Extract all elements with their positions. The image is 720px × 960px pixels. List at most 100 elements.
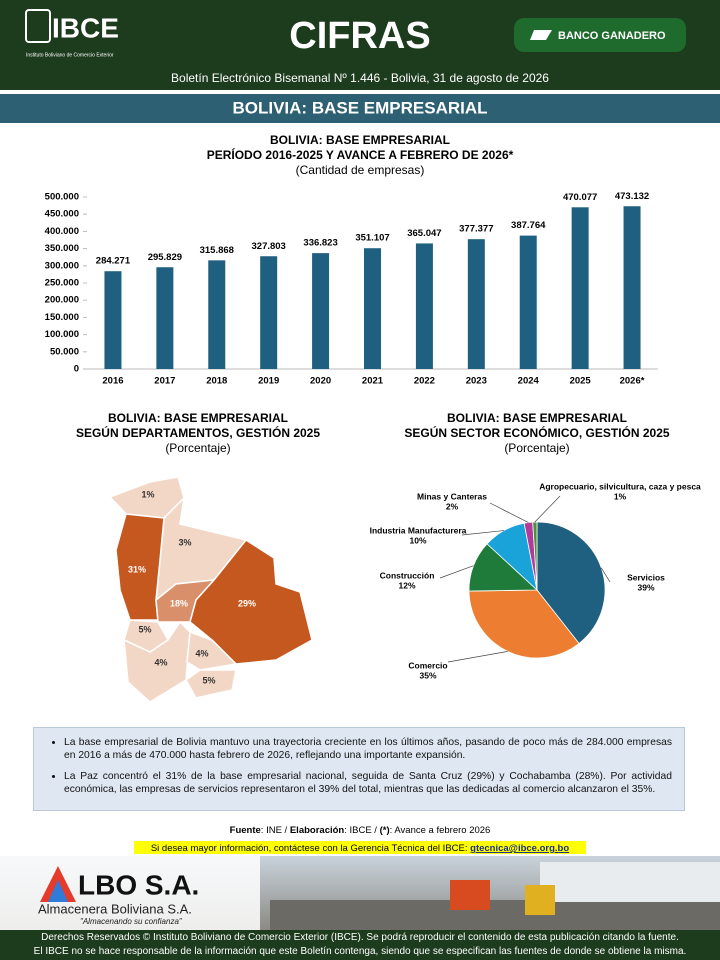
- x-tick-label: 2016: [102, 376, 123, 387]
- bar: [104, 271, 122, 369]
- y-tick-label: 0: [74, 364, 79, 375]
- slice-name: Agropecuario, silvicultura, caza y pesca: [539, 481, 701, 491]
- ad-ground: [270, 900, 720, 930]
- region: [185, 669, 237, 699]
- contact-bg: [134, 841, 586, 854]
- slice-label: 12%: [398, 580, 415, 590]
- sponsor-bg: [514, 18, 686, 52]
- notes-box: La base empresarial de Bolivia mantuvo u…: [33, 727, 685, 811]
- footer: Derechos Reservados © Instituto Bolivian…: [0, 930, 720, 960]
- value-label: 351.107: [355, 233, 389, 244]
- leader-line: [534, 495, 561, 523]
- region-label: 5%: [138, 624, 151, 634]
- x-tick-label: 2019: [258, 376, 279, 387]
- x-tick-label: 2026*: [620, 376, 645, 387]
- slice-label: 39%: [637, 582, 654, 592]
- ad-slogan: "Almacenando su confianza": [80, 917, 183, 926]
- bar: [312, 253, 330, 369]
- slice-name: Servicios: [627, 572, 665, 582]
- y-tick-label: 300.000: [45, 260, 79, 271]
- ad-panel: [0, 856, 260, 930]
- slice-name: Comercio: [408, 660, 447, 670]
- value-label: 470.077: [563, 192, 597, 203]
- value-label: 377.377: [459, 224, 493, 235]
- x-tick-label: 2021: [362, 376, 384, 387]
- x-tick-label: 2017: [154, 376, 175, 387]
- y-tick-label: 50.000: [50, 346, 79, 357]
- source-part: : IBCE /: [344, 825, 379, 836]
- y-tick-label: 400.000: [45, 226, 79, 237]
- slice-label: 10%: [409, 535, 426, 545]
- note: La base empresarial de Bolivia mantuvo u…: [64, 736, 672, 762]
- ad-logo-a-inner: [48, 880, 68, 902]
- sponsor-icon: [530, 30, 552, 40]
- chart-subtitle: SEGÚN SECTOR ECONÓMICO, GESTIÓN 2025: [404, 425, 669, 440]
- sponsor: BANCO GANADERO: [558, 30, 666, 42]
- contact-text: Si desea mayor información, contáctese c…: [151, 843, 470, 854]
- region-label: 3%: [178, 537, 191, 547]
- x-tick-label: 2022: [414, 376, 435, 387]
- slice-label: 35%: [419, 670, 436, 680]
- bar: [260, 256, 278, 369]
- canvas: IBCE Instituto Boliviano de Comercio Ext…: [0, 0, 720, 930]
- x-tick-label: 2025: [570, 376, 592, 387]
- bar: [208, 260, 226, 369]
- bar: [364, 248, 381, 369]
- section-title: BOLIVIA: BASE EMPRESARIAL: [232, 98, 487, 117]
- value-label: 284.271: [96, 256, 131, 267]
- region-label: 1%: [141, 489, 154, 499]
- ad-building: [540, 862, 720, 902]
- bar: [415, 243, 433, 369]
- y-tick-label: 150.000: [45, 312, 79, 323]
- x-tick-label: 2023: [466, 376, 487, 387]
- chart-subtitle: PERÍODO 2016-2025 Y AVANCE A FEBRERO DE …: [207, 147, 514, 162]
- value-label: 336.823: [303, 238, 337, 249]
- value-label: 387.764: [511, 220, 546, 231]
- section-bar: [0, 94, 720, 123]
- note: La Paz concentró el 31% de la base empre…: [64, 770, 672, 796]
- footer-line: El IBCE no se hace responsable de la inf…: [33, 946, 687, 957]
- leader-line: [461, 530, 504, 536]
- chart-title: BOLIVIA: BASE EMPRESARIAL: [270, 133, 450, 147]
- leader-line: [600, 567, 611, 583]
- y-tick-label: 500.000: [45, 192, 79, 203]
- contact-email[interactable]: gtecnica@ibce.org.bo: [470, 843, 569, 854]
- header-title: CIFRAS: [289, 15, 430, 57]
- chart-unit: (Porcentaje): [165, 441, 230, 455]
- value-label: 473.132: [615, 191, 649, 202]
- bar: [519, 235, 537, 369]
- source: Fuente: INE / Elaboración: IBCE / (*): A…: [230, 825, 491, 836]
- chart-unit: (Cantidad de empresas): [296, 163, 425, 177]
- y-tick-label: 250.000: [45, 278, 79, 289]
- source-part: Fuente: [230, 825, 261, 836]
- slice-name: Construcción: [380, 570, 435, 580]
- value-label: 327.803: [252, 241, 286, 252]
- x-tick-label: 2018: [206, 376, 227, 387]
- region-label: 5%: [202, 675, 215, 685]
- region-label: 31%: [128, 564, 146, 574]
- source-line: Fuente: INE / Elaboración: IBCE / (*): A…: [230, 825, 491, 836]
- y-tick-label: 100.000: [45, 329, 79, 340]
- contact-line: Si desea mayor información, contáctese c…: [151, 843, 569, 854]
- bar: [467, 239, 485, 369]
- slice-name: Industria Manufacturera: [370, 525, 467, 535]
- slice-name: Minas y Canteras: [417, 491, 487, 501]
- chart-title: BOLIVIA: BASE EMPRESARIAL: [108, 411, 288, 425]
- y-tick-label: 200.000: [45, 295, 79, 306]
- slice-label: 2%: [446, 501, 459, 511]
- source-part: : Avance a febrero 2026: [390, 825, 491, 836]
- slice: [536, 521, 606, 645]
- bar: [156, 267, 174, 369]
- region: [189, 539, 313, 665]
- logo: IBCE: [52, 12, 119, 43]
- x-tick-label: 2020: [310, 376, 331, 387]
- bar: [623, 206, 641, 369]
- region-label: 18%: [170, 598, 188, 608]
- slice: [468, 589, 580, 659]
- logo-sub: Instituto Boliviano de Comercio Exterior: [26, 52, 114, 58]
- bulletin: Boletín Electrónico Bisemanal Nº 1.446 -…: [171, 71, 549, 85]
- source-part: : INE /: [261, 825, 290, 836]
- source-part: Elaboración: [290, 825, 345, 836]
- bar: [571, 207, 589, 369]
